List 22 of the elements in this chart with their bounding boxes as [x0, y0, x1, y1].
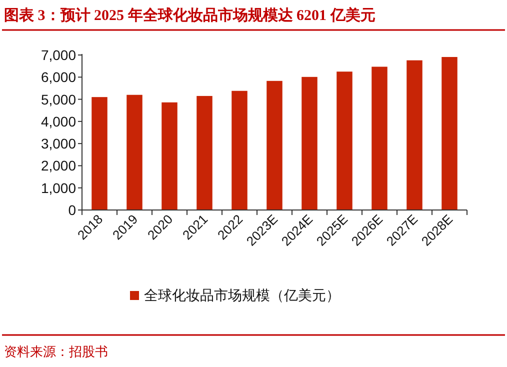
y-tick-label: 3,000	[40, 136, 76, 152]
bar	[336, 72, 352, 210]
chart-title: 图表 3：预计 2025 年全球化妆品市场规模达 6201 亿美元	[4, 6, 376, 24]
bar	[92, 97, 108, 210]
bar	[442, 56, 458, 210]
y-tick-label: 2,000	[40, 158, 76, 174]
bar	[196, 96, 212, 210]
y-tick-label: 5,000	[40, 91, 76, 108]
bar	[372, 66, 388, 210]
legend-label: 全球化妆品市场规模（亿美元）	[144, 287, 340, 303]
bar	[162, 102, 178, 210]
bar	[406, 60, 422, 210]
y-tick-label: 4,000	[40, 113, 76, 130]
y-tick-label: 7,000	[40, 47, 76, 63]
text: 资料来源：招股书	[4, 344, 108, 359]
bar	[302, 76, 318, 210]
bar	[126, 94, 142, 210]
y-tick-label: 0	[68, 202, 76, 218]
bar	[232, 90, 248, 210]
bar	[266, 80, 282, 210]
y-tick-label: 1,000	[40, 180, 76, 196]
y-tick-label: 6,000	[40, 69, 76, 86]
